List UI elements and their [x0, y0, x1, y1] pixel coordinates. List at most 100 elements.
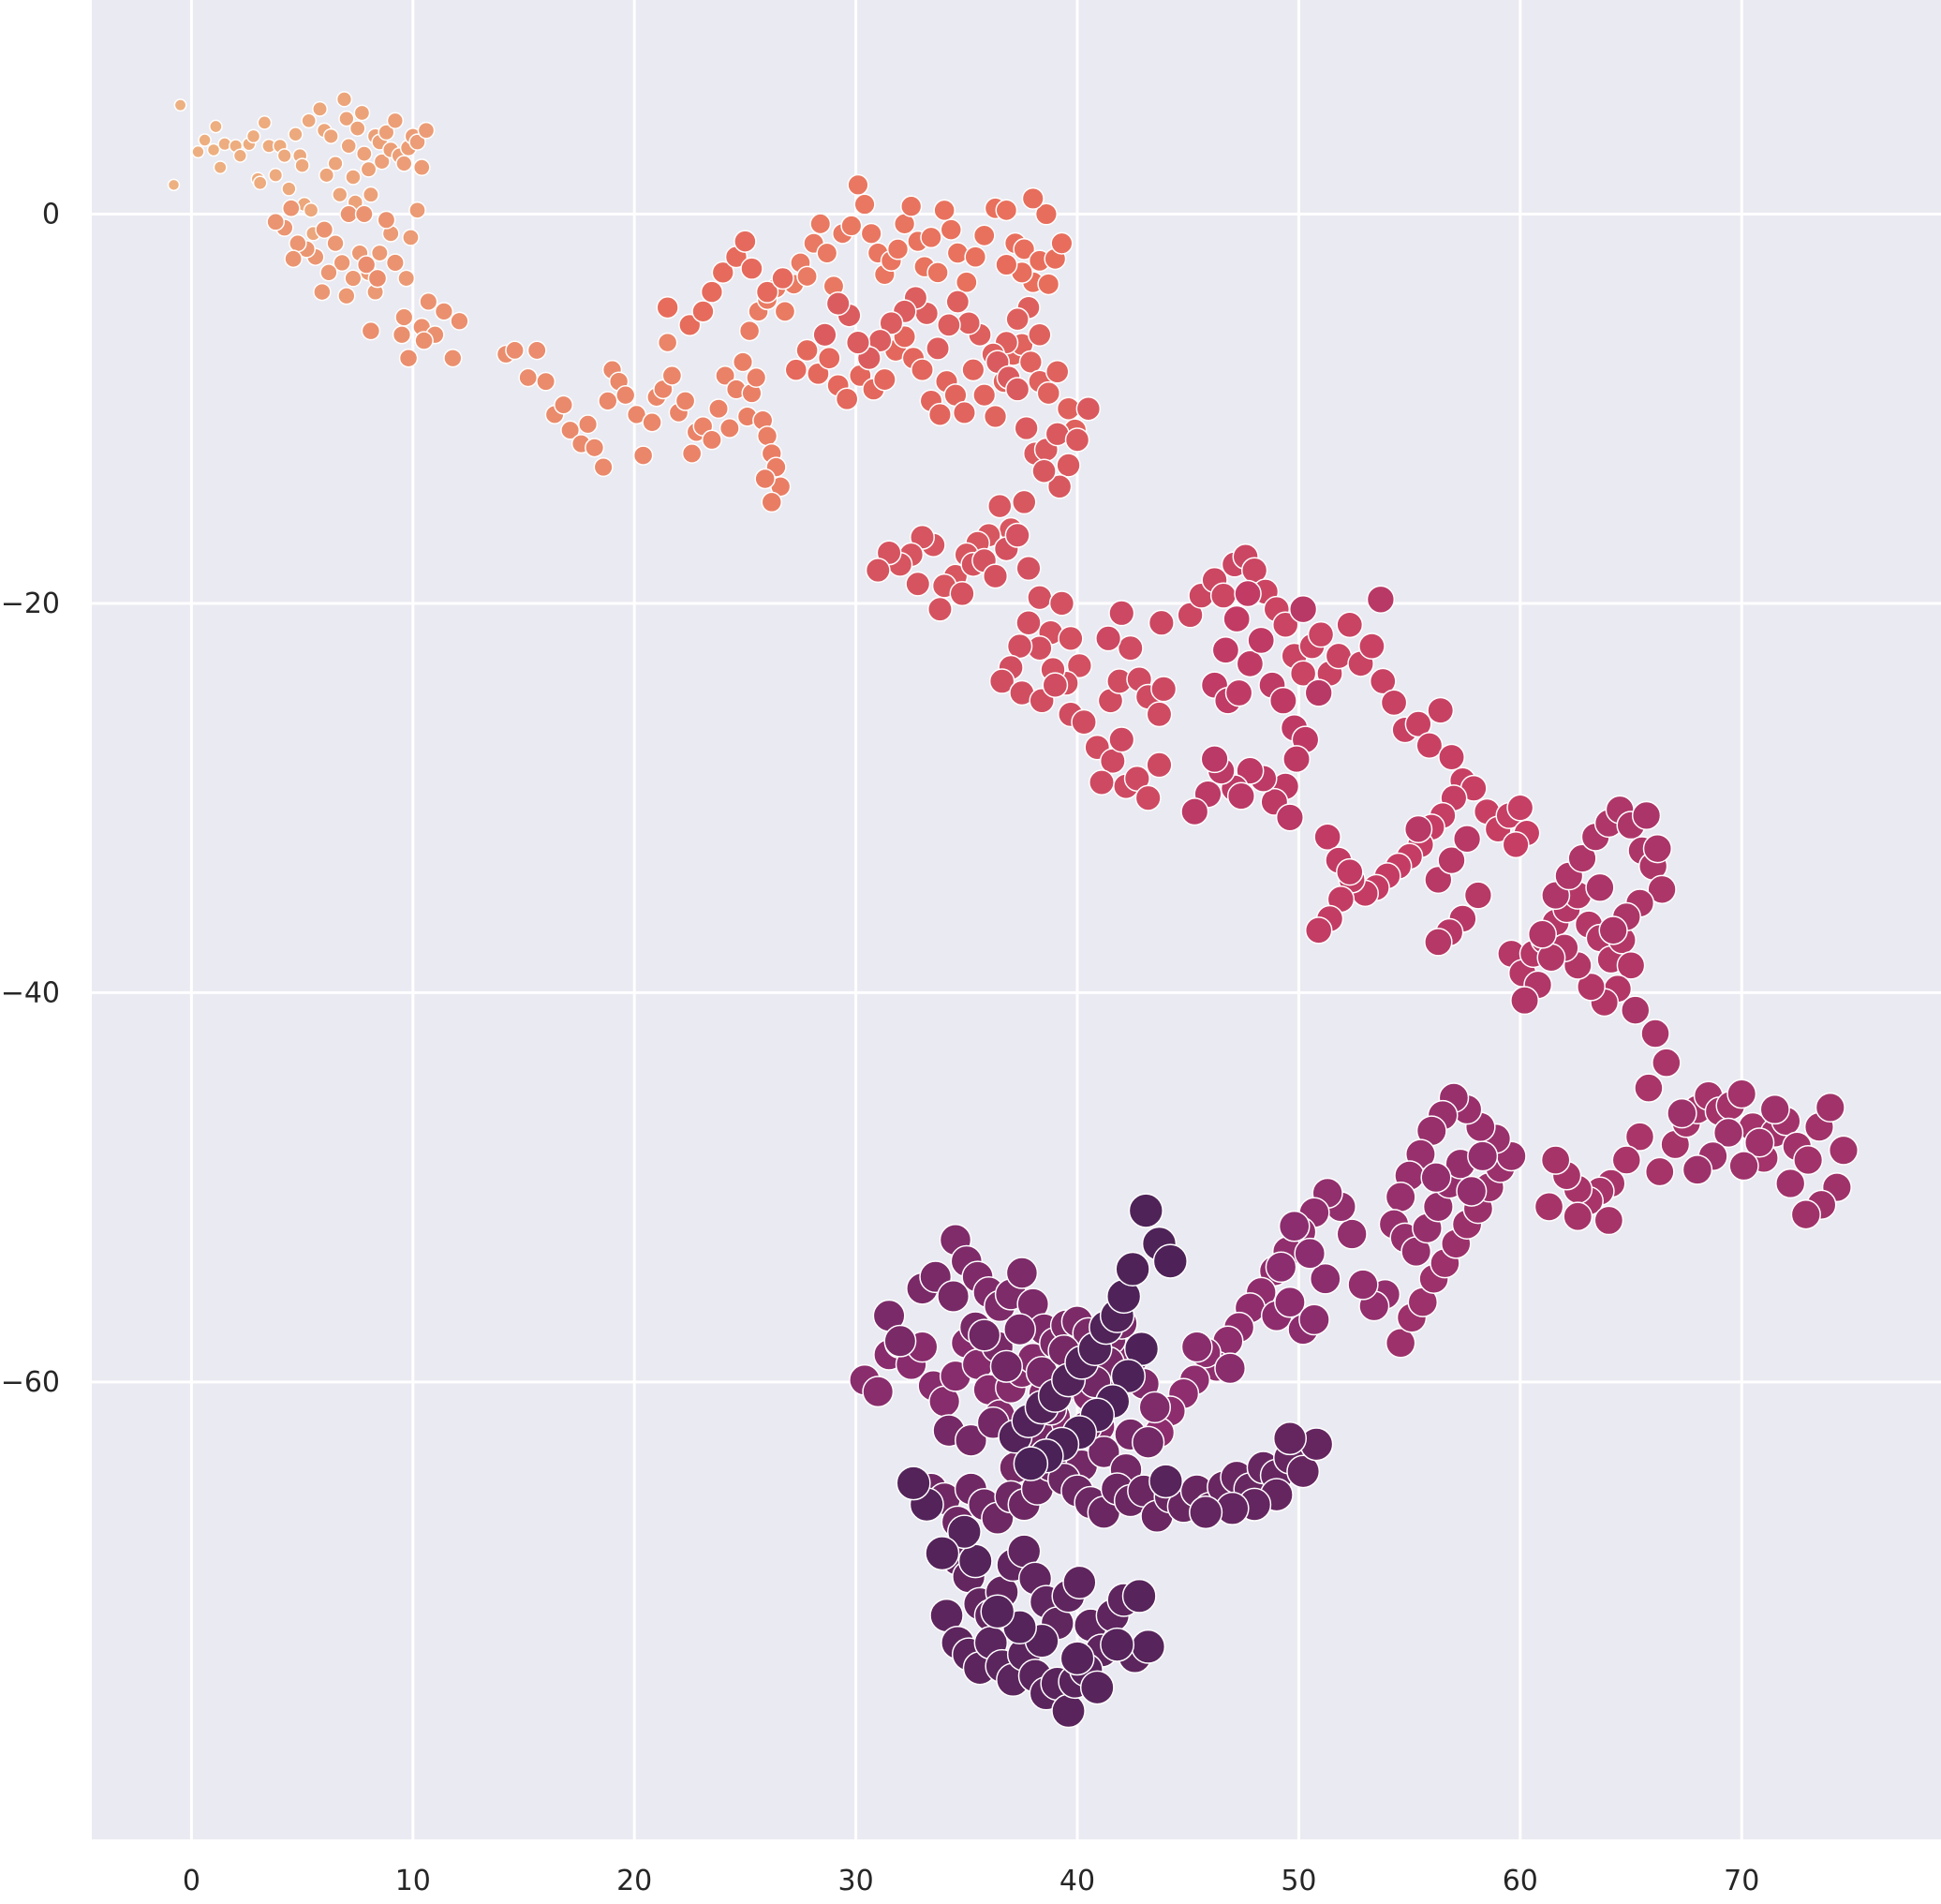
data-point: [845, 330, 871, 355]
data-point: [817, 346, 841, 370]
data-point: [412, 158, 431, 176]
data-point: [1336, 1218, 1368, 1250]
data-point: [394, 307, 414, 327]
data-point: [1336, 857, 1364, 886]
data-point: [1226, 781, 1256, 811]
data-point: [862, 1376, 895, 1408]
data-point: [1336, 611, 1364, 639]
data-point: [952, 400, 976, 424]
data-point: [1380, 689, 1408, 717]
data-point: [1307, 620, 1335, 648]
data-point: [505, 340, 525, 361]
data-point: [1051, 1693, 1086, 1729]
data-point: [656, 296, 679, 320]
data-point: [926, 335, 951, 361]
data-point: [911, 358, 934, 382]
data-point: [1089, 769, 1115, 796]
data-point: [1018, 350, 1044, 375]
data-point: [1278, 1210, 1311, 1242]
data-point: [232, 148, 248, 163]
data-point: [1042, 672, 1069, 699]
data-point: [1058, 625, 1084, 651]
data-point: [740, 257, 763, 280]
data-point: [345, 169, 362, 186]
data-point: [925, 1536, 960, 1571]
data-point: [1424, 865, 1453, 895]
data-point: [315, 220, 334, 240]
data-point: [1268, 686, 1297, 715]
data-point: [1234, 579, 1262, 608]
data-point: [926, 261, 949, 284]
data-point: [847, 173, 869, 196]
data-point: [988, 668, 1015, 694]
data-point: [949, 581, 975, 607]
data-point: [361, 320, 381, 341]
data-point: [989, 1349, 1024, 1383]
x-tick-label: 10: [395, 1865, 431, 1897]
data-point: [598, 391, 618, 411]
data-point: [585, 438, 605, 458]
data-point: [191, 144, 205, 159]
data-point: [1682, 1154, 1713, 1185]
data-point: [1189, 1495, 1223, 1530]
data-point: [1577, 972, 1606, 1002]
data-point: [593, 456, 614, 478]
data-point: [1028, 322, 1052, 348]
data-point: [1275, 803, 1305, 832]
data-point: [536, 371, 556, 392]
y-tick-label: 0: [42, 198, 60, 231]
data-point: [1793, 1144, 1824, 1176]
data-point: [1403, 814, 1433, 844]
data-point: [266, 212, 286, 231]
data-point: [339, 204, 359, 224]
data-point: [872, 367, 896, 392]
data-point: [1108, 600, 1135, 627]
data-point: [337, 287, 356, 305]
data-point: [1634, 1073, 1664, 1103]
data-point: [1146, 701, 1173, 728]
data-point: [732, 351, 754, 373]
data-point: [771, 266, 794, 290]
data-point: [450, 311, 469, 331]
data-point: [1790, 1199, 1821, 1230]
data-point: [1286, 1454, 1321, 1489]
data-point: [402, 229, 420, 246]
data-point: [933, 199, 956, 222]
data-point: [940, 218, 963, 241]
data-point: [344, 269, 363, 288]
data-point: [1128, 1193, 1163, 1228]
data-point: [332, 186, 348, 203]
data-point: [1309, 1262, 1341, 1295]
data-point: [386, 112, 405, 129]
data-point: [373, 153, 391, 171]
data-point: [276, 148, 292, 164]
data-point: [414, 331, 434, 350]
data-point: [354, 204, 374, 224]
data-point: [1265, 1251, 1297, 1284]
data-point: [560, 420, 581, 440]
data-point: [327, 155, 344, 172]
y-tick-label: −20: [1, 588, 60, 620]
data-point: [1304, 916, 1333, 945]
data-point: [1108, 726, 1135, 753]
data-point: [1712, 1117, 1744, 1149]
data-point: [360, 160, 378, 178]
data-point: [303, 201, 319, 218]
grid-lines: [92, 0, 1941, 1839]
data-point: [526, 340, 547, 361]
data-point: [926, 596, 953, 622]
data-point: [1138, 1391, 1172, 1424]
data-point: [281, 199, 301, 218]
data-point: [1437, 845, 1466, 875]
data-point: [755, 280, 779, 304]
data-point: [1347, 1269, 1379, 1301]
data-point: [1304, 678, 1333, 707]
data-point: [1467, 1140, 1499, 1172]
data-point: [1214, 1352, 1247, 1385]
data-point: [392, 325, 412, 345]
data-point: [879, 310, 904, 335]
data-point: [434, 302, 454, 321]
x-tick-label: 30: [838, 1865, 874, 1897]
data-point: [1066, 652, 1093, 679]
